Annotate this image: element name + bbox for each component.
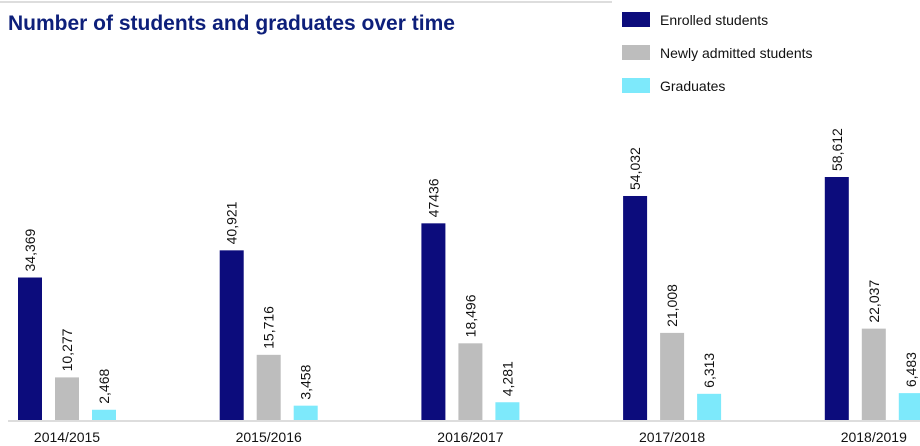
chart-title: Number of students and graduates over ti… [8,12,455,35]
bar [623,195,648,420]
value-label: 58,612 [829,128,845,171]
value-label: 22,037 [866,280,882,323]
bar [18,277,42,420]
value-label: 3,458 [298,364,314,399]
bar [55,377,79,420]
x-tick-label: 2017/2018 [639,429,705,445]
bar [824,177,849,420]
legend-swatch [622,78,650,93]
legend-swatch [622,45,650,60]
value-label: 18,496 [462,294,478,337]
x-tick-label: 2018/2019 [841,429,907,445]
value-label: 40,921 [224,201,240,244]
legend-label: Enrolled students [660,12,768,28]
bar [421,223,446,420]
bar [219,250,244,420]
bar [256,354,281,420]
value-label: 6,313 [701,353,717,388]
legend-label: Graduates [660,78,725,94]
value-label: 2,468 [96,369,112,404]
bar [861,328,886,420]
value-label: 10,277 [59,328,75,371]
value-label: 15,716 [261,306,277,349]
bar [898,393,920,420]
value-label: 34,369 [22,228,38,271]
bar [660,332,685,420]
value-label: 6,483 [903,352,919,387]
value-label: 47436 [425,178,441,217]
value-label: 54,032 [627,147,643,190]
x-tick-label: 2014/2015 [34,429,100,445]
legend-label: Newly admitted students [660,45,813,61]
x-tick-label: 2016/2017 [437,429,503,445]
value-label: 21,008 [664,284,680,327]
x-tick-label: 2015/2016 [236,429,302,445]
bar [458,343,483,420]
bar [293,405,318,420]
value-label: 4,281 [499,361,515,396]
bar [92,409,116,420]
bar [495,402,520,420]
bar [697,393,722,420]
legend-swatch [622,12,650,27]
